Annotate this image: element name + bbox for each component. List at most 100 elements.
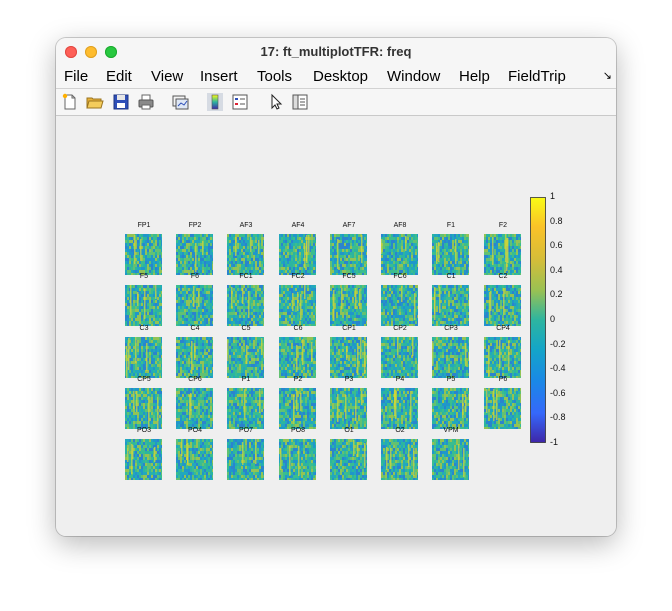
channel-label: P4	[395, 376, 405, 383]
tfr-panel[interactable]	[279, 285, 316, 326]
channel-label: PO4	[187, 427, 202, 434]
plot-canvas[interactable]: FP1 FP2 AF3 AF4 AF7 AF8 F1 F2 F5 F6 FC1 FC2 FC5 FC6 C1…	[56, 116, 616, 536]
tfr-panel[interactable]	[125, 388, 162, 429]
channel-label: C3	[139, 325, 149, 332]
tfr-panel[interactable]	[176, 285, 213, 326]
minimize-window-button[interactable]	[85, 46, 97, 58]
channel-label: CP4	[496, 325, 510, 332]
print-icon[interactable]	[137, 93, 155, 111]
tfr-panel[interactable]	[279, 388, 316, 429]
tfr-panel[interactable]	[381, 388, 418, 429]
channel-label: F6	[190, 273, 200, 280]
channel-label: FC6	[393, 273, 407, 280]
channel-label: AF3	[239, 222, 253, 229]
tfr-panel[interactable]	[484, 285, 521, 326]
tfr-panel[interactable]	[227, 388, 264, 429]
figure-toolbar	[56, 89, 616, 116]
tfr-panel[interactable]	[125, 285, 162, 326]
channel-label: CP1	[342, 325, 356, 332]
tfr-panel[interactable]	[125, 234, 162, 275]
channel-label: PO7	[238, 427, 253, 434]
tfr-panel[interactable]	[330, 388, 367, 429]
tfr-panel[interactable]	[227, 337, 264, 378]
colorbar-icon[interactable]	[206, 93, 224, 111]
tfr-panel[interactable]	[125, 337, 162, 378]
save-icon[interactable]	[112, 93, 130, 111]
menu-insert[interactable]: Insert	[200, 68, 238, 85]
channel-label: VPM	[443, 427, 459, 434]
tfr-panel[interactable]	[381, 439, 418, 480]
channel-label: F5	[139, 273, 149, 280]
new-figure-icon[interactable]	[61, 93, 79, 111]
tfr-panel[interactable]	[484, 388, 521, 429]
tfr-panel[interactable]	[279, 439, 316, 480]
colorbar-tick-label: -0.4	[550, 363, 566, 374]
channel-label: CP5	[137, 376, 151, 383]
tfr-panel[interactable]	[330, 234, 367, 275]
tfr-panel[interactable]	[432, 388, 469, 429]
tfr-panel[interactable]	[227, 439, 264, 480]
channel-label: CP2	[393, 325, 407, 332]
channel-label: FC1	[239, 273, 253, 280]
tfr-panel[interactable]	[227, 234, 264, 275]
colorbar-tick-label: -0.6	[550, 387, 566, 398]
open-file-icon[interactable]	[86, 93, 104, 111]
channel-label: AF4	[291, 222, 305, 229]
tfr-panel[interactable]	[330, 337, 367, 378]
colorbar-tick-label: -0.2	[550, 338, 566, 349]
channel-label: C6	[293, 325, 303, 332]
menu-file[interactable]: File	[64, 68, 89, 85]
tfr-panel[interactable]	[176, 234, 213, 275]
colorbar-tick-label: 0.4	[550, 264, 563, 275]
tfr-panel[interactable]	[227, 285, 264, 326]
menu-bar: File Edit View Insert Tools Desktop Wind…	[56, 66, 616, 89]
menu-edit[interactable]: Edit	[106, 68, 132, 85]
channel-label: PO8	[290, 427, 305, 434]
tfr-panel[interactable]	[125, 439, 162, 480]
channel-label: C2	[498, 273, 508, 280]
tfr-panel[interactable]	[330, 439, 367, 480]
edit-plot-arrow-icon[interactable]	[267, 93, 285, 111]
tfr-panel[interactable]	[176, 439, 213, 480]
menu-help[interactable]: Help	[459, 68, 490, 85]
tfr-panel[interactable]	[432, 337, 469, 378]
colorbar[interactable]	[530, 197, 546, 443]
channel-label: FP2	[188, 222, 202, 229]
channel-label: AF8	[393, 222, 407, 229]
arrow-down-right-icon[interactable]: ↘	[602, 70, 612, 82]
tfr-panel[interactable]	[381, 285, 418, 326]
channel-label: P3	[344, 376, 354, 383]
channel-label: O2	[395, 427, 405, 434]
channel-label: O1	[344, 427, 354, 434]
tfr-panel[interactable]	[279, 234, 316, 275]
colorbar-tick-label: 1	[550, 191, 556, 201]
channel-label: C4	[190, 325, 200, 332]
legend-icon[interactable]	[231, 93, 249, 111]
tfr-panel[interactable]	[432, 234, 469, 275]
colorbar-tick-label: 0.8	[550, 215, 563, 226]
channel-label: PO3	[136, 427, 151, 434]
tfr-panel[interactable]	[484, 234, 521, 275]
tfr-panel[interactable]	[176, 337, 213, 378]
colorbar-tick-label: -0.8	[550, 412, 566, 423]
tfr-panel[interactable]	[381, 234, 418, 275]
property-inspector-icon[interactable]	[291, 93, 309, 111]
tfr-panel[interactable]	[484, 337, 521, 378]
tfr-panel[interactable]	[279, 337, 316, 378]
tfr-panel[interactable]	[432, 439, 469, 480]
link-plot-icon[interactable]	[171, 93, 189, 111]
colorbar-tick-label: -1	[550, 437, 559, 447]
tfr-panel[interactable]	[330, 285, 367, 326]
tfr-panel[interactable]	[432, 285, 469, 326]
menu-tools[interactable]: Tools	[257, 68, 293, 85]
menu-window[interactable]: Window	[387, 68, 441, 85]
channel-label: P1	[241, 376, 251, 383]
menu-desktop[interactable]: Desktop	[313, 68, 369, 85]
channel-label: C1	[446, 273, 456, 280]
menu-view[interactable]: View	[151, 68, 184, 85]
close-window-button[interactable]	[65, 46, 77, 58]
tfr-panel[interactable]	[381, 337, 418, 378]
zoom-window-button[interactable]	[105, 46, 117, 58]
tfr-panel[interactable]	[176, 388, 213, 429]
menu-fieldtrip[interactable]: FieldTrip	[508, 68, 566, 85]
